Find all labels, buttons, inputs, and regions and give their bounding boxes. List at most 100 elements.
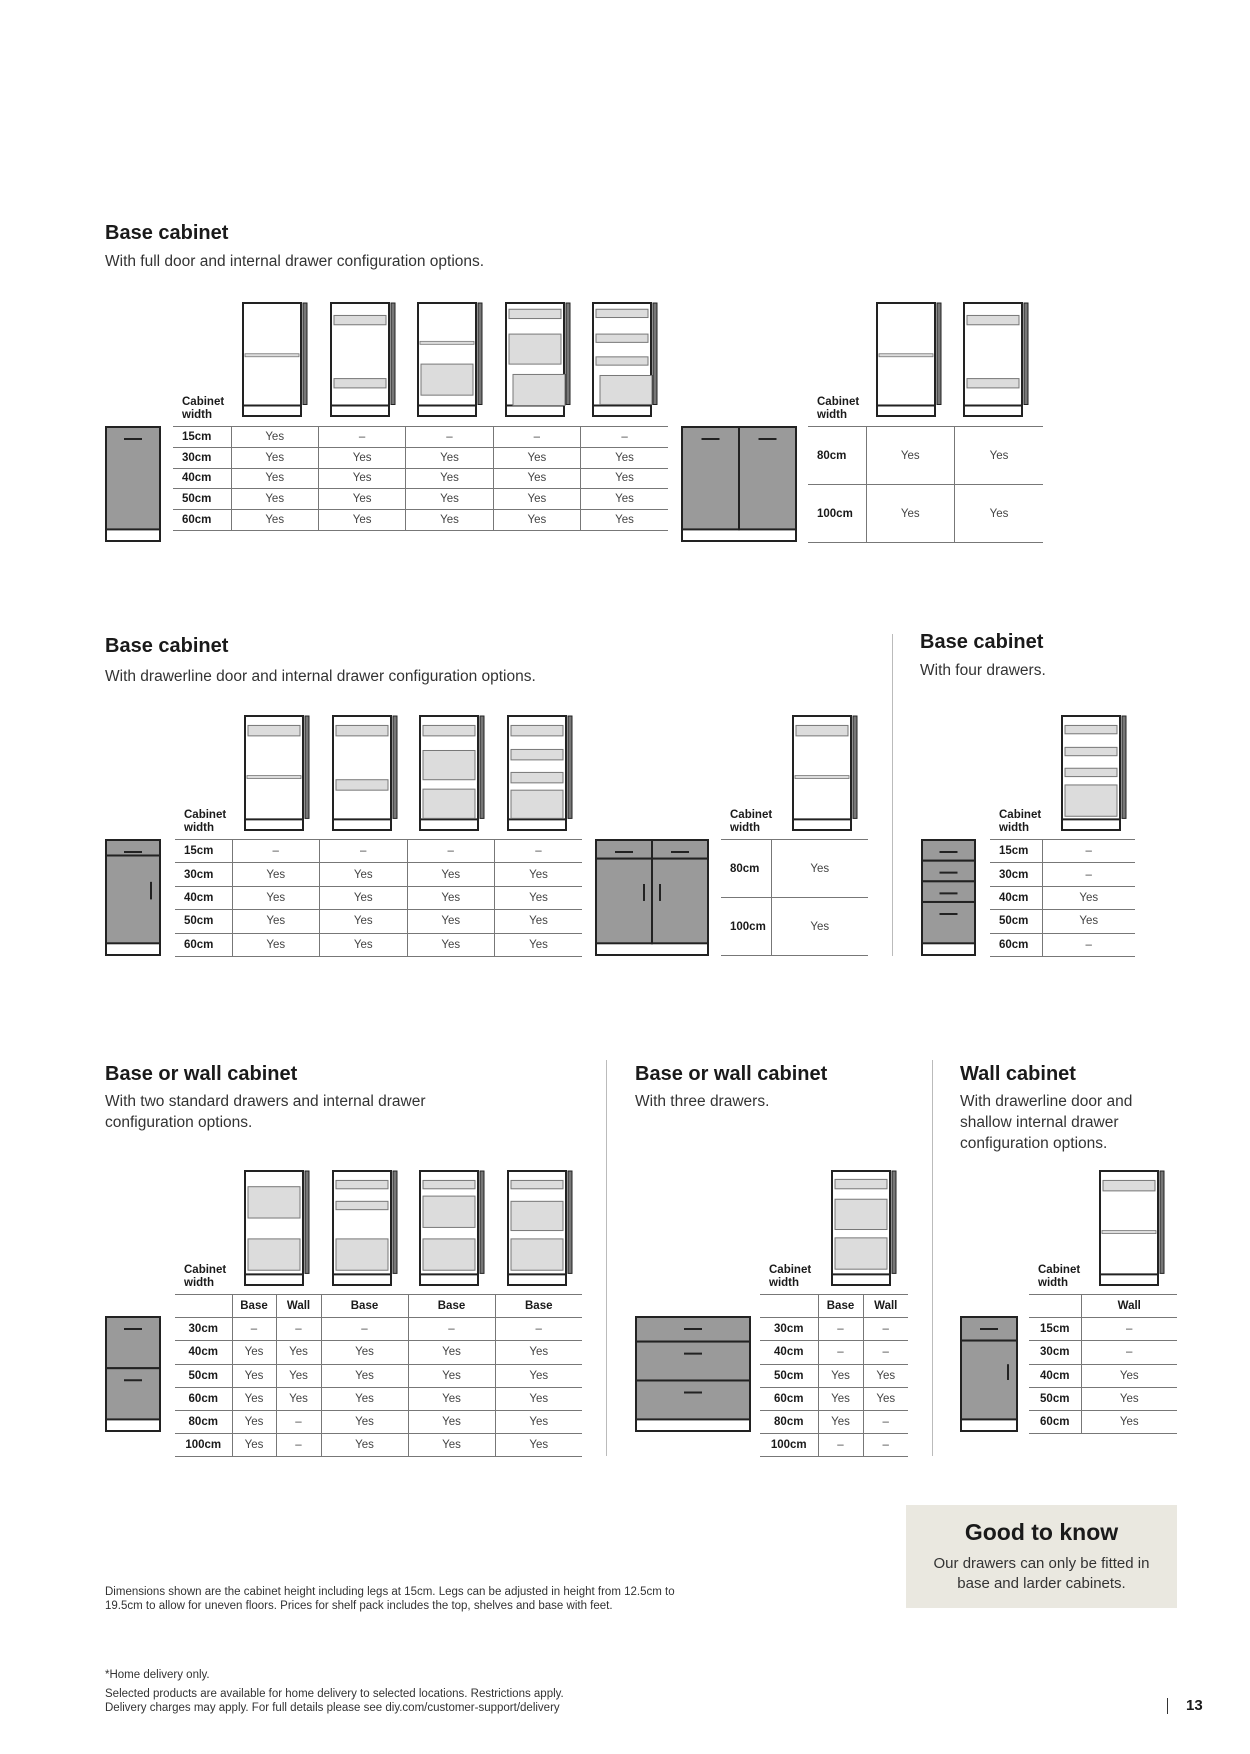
availability-cell: Yes — [494, 909, 582, 934]
table-row: 40cm Yes Yes Yes Yes Yes — [175, 1340, 582, 1365]
cabinet-config-diagram — [244, 1170, 310, 1286]
cabinet-width-cell: 30cm — [990, 862, 1042, 887]
availability-cell: Yes — [862, 1386, 908, 1411]
section-title: Base or wall cabinet — [105, 1063, 298, 1085]
table-row: 50cm Yes — [1029, 1386, 1177, 1411]
availability-cell: Yes — [580, 488, 668, 511]
table-row: 80cm Yes Yes — [808, 426, 1043, 485]
page-number: 13 — [1186, 1697, 1203, 1714]
table-row: 60cm Yes — [1029, 1409, 1177, 1435]
table-row: 15cm – — [990, 838, 1135, 864]
availability-cell: Yes — [275, 1363, 321, 1388]
cabinet-width-label: Cabinet width — [730, 809, 773, 834]
divider — [606, 1060, 607, 1456]
availability-table: Base Wall 30cm – –40cm – –50cm Yes Yes 60cm Yes Yes… — [760, 1293, 908, 1458]
table-row: 100cm Yes – Yes Yes Yes — [175, 1433, 582, 1458]
availability-cell: Yes — [492, 467, 581, 490]
availability-cell: – — [817, 1433, 863, 1458]
table-row: 60cm Yes Yes Yes Yes Yes — [173, 509, 668, 531]
column-header — [1029, 1293, 1081, 1319]
availability-table: Base Wall Base Base Base 30cm – – – – –40cm Yes Yes Y… — [175, 1293, 582, 1458]
cabinet-front-four-drawers — [921, 839, 976, 956]
availability-cell: Yes — [320, 1363, 408, 1388]
cabinet-config-diagram — [592, 302, 658, 417]
availability-cell: – — [319, 838, 407, 864]
cabinet-width-cell: 100cm — [760, 1433, 818, 1458]
table-row: 60cm Yes Yes Yes Yes Yes — [175, 1386, 582, 1411]
availability-cell: Yes — [817, 1409, 863, 1435]
availability-cell: Yes — [405, 467, 494, 490]
cabinet-front-double-door — [681, 426, 797, 542]
availability-cell: Yes — [580, 446, 668, 469]
availability-cell: Yes — [231, 885, 320, 911]
availability-cell: Yes — [494, 1340, 582, 1365]
cabinet-config-diagram — [831, 1170, 897, 1286]
availability-cell: – — [275, 1433, 321, 1458]
cabinet-width-label: Cabinet width — [184, 809, 227, 834]
cabinet-config-diagram — [329, 302, 395, 417]
cabinet-width-cell: 15cm — [173, 426, 231, 448]
availability-cell: Yes — [407, 1386, 495, 1411]
table-row: 30cm – – – – – — [175, 1317, 582, 1342]
cabinet-config-diagram — [331, 715, 397, 831]
good-to-know-text: Our drawers can only be fitted in base a… — [933, 1555, 1150, 1592]
section-title: Base or wall cabinet — [635, 1063, 828, 1085]
table-header-row: Base Wall Base Base Base — [175, 1293, 582, 1319]
cabinet-width-cell: 40cm — [175, 885, 232, 911]
availability-cell: Yes — [320, 1409, 408, 1435]
column-header — [760, 1293, 818, 1319]
availability-cell: Yes — [407, 1340, 495, 1365]
section-subtitle: With four drawers. — [920, 662, 1046, 679]
table-row: 40cm Yes — [1029, 1363, 1177, 1388]
availability-cell: Yes — [317, 488, 406, 511]
section-title: Base cabinet — [105, 222, 229, 244]
availability-cell: – — [494, 1317, 582, 1342]
cabinet-width-cell: 50cm — [175, 909, 232, 934]
cabinet-width-cell: 40cm — [1029, 1363, 1081, 1388]
table-row: 100cm Yes Yes — [808, 484, 1043, 543]
column-header: Base — [407, 1293, 495, 1319]
cabinet-front-single-door — [105, 426, 161, 542]
cabinet-config-diagram — [419, 715, 485, 831]
table-header-row: Wall — [1029, 1293, 1177, 1319]
cabinet-front-wall-drawerline — [960, 1316, 1018, 1432]
table-row: 50cm Yes Yes Yes Yes — [175, 909, 582, 934]
cabinet-config-diagram — [792, 715, 858, 831]
availability-cell: Yes — [317, 509, 406, 531]
column-header: Base — [320, 1293, 408, 1319]
cabinet-width-cell: 100cm — [721, 897, 771, 956]
availability-cell: Yes — [865, 426, 955, 485]
table-row: 40cm Yes Yes Yes Yes — [175, 885, 582, 911]
availability-cell: Yes — [317, 446, 406, 469]
availability-cell: Yes — [494, 1363, 582, 1388]
cabinet-width-cell: 50cm — [760, 1363, 818, 1388]
availability-cell: – — [1080, 1340, 1177, 1365]
availability-cell: Yes — [492, 488, 581, 511]
section-subtitle: With three drawers. — [635, 1093, 770, 1110]
availability-cell: Yes — [1041, 885, 1135, 911]
cabinet-config-diagram — [419, 1170, 485, 1286]
table-row: 40cm – – — [760, 1340, 908, 1365]
availability-cell: Yes — [817, 1386, 863, 1411]
availability-cell: Yes — [231, 909, 320, 934]
availability-cell: Yes — [231, 1409, 276, 1435]
cabinet-width-cell: 60cm — [173, 509, 231, 531]
section-title: Base cabinet — [920, 631, 1044, 653]
availability-cell: – — [231, 1317, 276, 1342]
section-title: Wall cabinet — [960, 1063, 1076, 1085]
availability-cell: Yes — [1080, 1409, 1177, 1435]
availability-cell: Yes — [317, 467, 406, 490]
cabinet-width-cell: 60cm — [760, 1386, 818, 1411]
cabinet-front-double-drawerline — [595, 839, 709, 956]
availability-cell: Yes — [494, 932, 582, 957]
page-number-divider — [1167, 1698, 1168, 1714]
availability-cell: – — [407, 1317, 495, 1342]
availability-cell: Yes — [954, 484, 1043, 543]
availability-cell: Yes — [320, 1340, 408, 1365]
table-row: 100cm Yes — [721, 897, 868, 956]
cabinet-width-cell: 40cm — [175, 1340, 232, 1365]
availability-cell: Yes — [230, 426, 319, 448]
cabinet-width-cell: 50cm — [990, 909, 1042, 934]
delivery-note: *Home delivery only. — [105, 1669, 210, 1681]
